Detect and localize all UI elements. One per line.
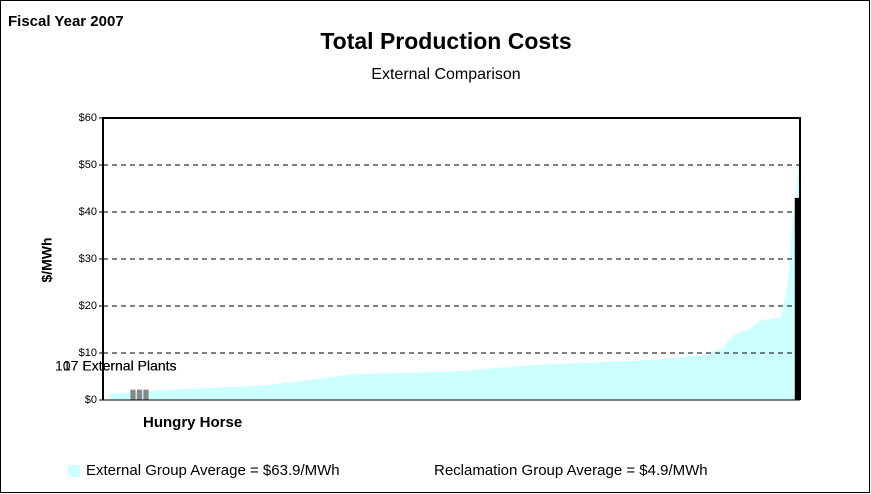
bar <box>794 197 800 400</box>
legend-swatch <box>68 465 80 477</box>
y-tick-label: $0 <box>85 394 97 406</box>
plant-label: Hungry Horse <box>143 414 242 431</box>
bar <box>136 389 143 400</box>
area <box>109 150 800 400</box>
chart-subtitle: External Comparison <box>371 66 520 83</box>
count-label: 107 External Plants <box>55 358 176 374</box>
y-tick-label: $50 <box>79 159 97 171</box>
y-tick-label: $30 <box>79 253 97 265</box>
legend-label: External Group Average = $63.9/MWh <box>86 462 340 479</box>
bar <box>143 389 149 400</box>
bar <box>130 389 136 400</box>
count-label: 17 External Plants <box>63 358 177 374</box>
plot-border <box>102 117 801 400</box>
chart-title: Total Production Costs <box>320 28 571 54</box>
y-tick-label: $40 <box>79 206 97 218</box>
y-tick-label: $20 <box>79 300 97 312</box>
fiscal-label: Fiscal Year 2007 <box>8 13 124 30</box>
y-tick-label: $10 <box>79 347 97 359</box>
y-axis-label: $/MWh <box>39 237 55 282</box>
y-tick-label: $60 <box>79 112 97 124</box>
legend-label: Reclamation Group Average = $4.9/MWh <box>434 462 708 479</box>
